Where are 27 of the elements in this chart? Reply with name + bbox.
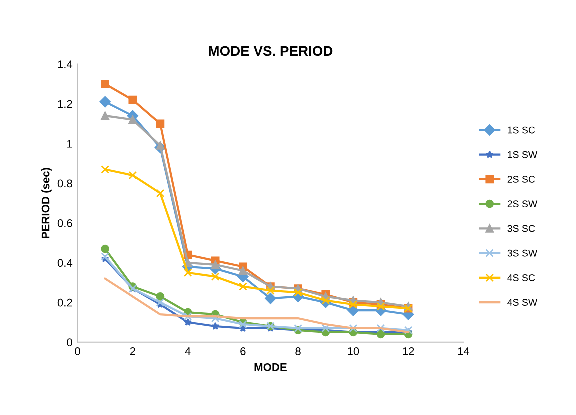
chart-title: MODE VS. PERIOD <box>209 46 333 56</box>
y-axis-title: PERIOD (sec) <box>42 168 52 238</box>
y-tick-label: 1.4 <box>58 60 73 68</box>
x-tick-label: 12 <box>403 348 414 356</box>
legend-label: 3S SW <box>508 250 538 257</box>
x-tick-label: 4 <box>185 348 191 356</box>
y-tick-label: 1 <box>68 140 72 148</box>
y-tick-label: 0.4 <box>58 259 73 268</box>
legend-label: 1S SC <box>508 126 536 134</box>
x-tick-label: 14 <box>458 348 470 356</box>
x-tick-label: 0 <box>75 348 80 356</box>
legend-label: 3S SC <box>508 225 536 232</box>
legend-label: 4S SW <box>508 299 538 306</box>
legend-label: 1S SW <box>508 151 538 158</box>
y-tick-label: 0.8 <box>58 180 72 188</box>
legend-label: 2S SW <box>508 200 538 208</box>
legend-label: 4S SC <box>508 274 536 282</box>
y-tick-label: 0 <box>67 338 72 347</box>
x-tick-label: 6 <box>240 348 246 356</box>
x-axis-title: MODE <box>254 363 287 372</box>
x-tick-label: 2 <box>130 348 136 356</box>
x-tick-label: 8 <box>296 348 301 356</box>
y-tick-label: 1.2 <box>58 100 72 108</box>
x-tick-label: 10 <box>348 348 360 356</box>
y-tick-label: 0.2 <box>58 298 72 307</box>
legend-label: 2S SC <box>508 176 536 183</box>
y-tick-label: 0.6 <box>58 219 72 228</box>
